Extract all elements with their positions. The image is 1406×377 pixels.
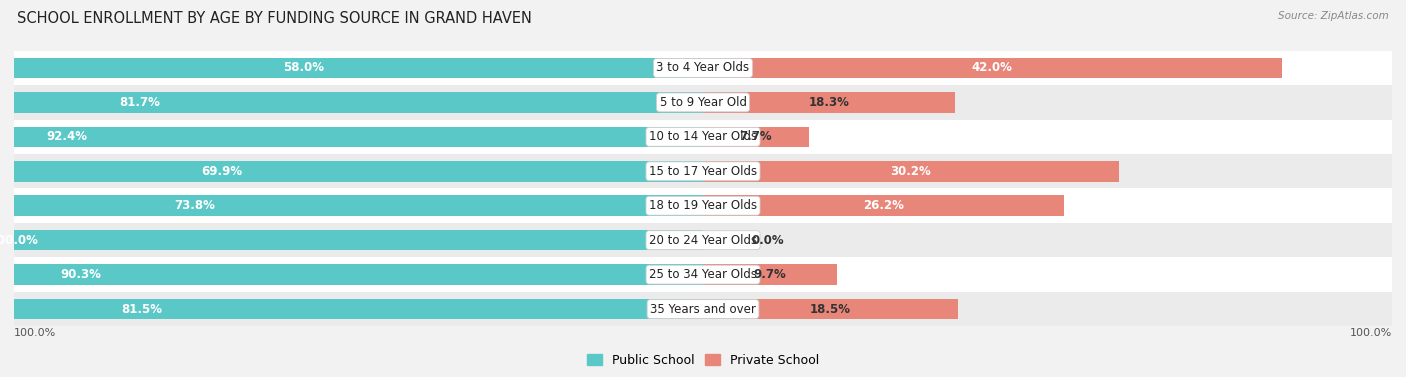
Text: 90.3%: 90.3% — [60, 268, 101, 281]
Bar — [0, 195, 703, 216]
Bar — [703, 92, 955, 113]
Bar — [0, 230, 703, 250]
Text: 18 to 19 Year Olds: 18 to 19 Year Olds — [650, 199, 756, 212]
Bar — [14, 292, 1392, 326]
Text: 35 Years and over: 35 Years and over — [650, 303, 756, 316]
Bar — [14, 188, 1392, 223]
Text: 7.7%: 7.7% — [740, 130, 772, 143]
Text: 73.8%: 73.8% — [174, 199, 215, 212]
Text: 58.0%: 58.0% — [283, 61, 323, 74]
Bar — [0, 264, 703, 285]
Bar — [0, 127, 703, 147]
Text: 42.0%: 42.0% — [972, 61, 1012, 74]
Legend: Public School, Private School: Public School, Private School — [582, 349, 824, 372]
Text: 15 to 17 Year Olds: 15 to 17 Year Olds — [650, 165, 756, 178]
Text: 92.4%: 92.4% — [46, 130, 87, 143]
Bar — [703, 264, 837, 285]
Bar — [0, 58, 703, 78]
Text: 20 to 24 Year Olds: 20 to 24 Year Olds — [650, 234, 756, 247]
Bar — [14, 120, 1392, 154]
Text: 9.7%: 9.7% — [754, 268, 786, 281]
Bar — [14, 257, 1392, 292]
Bar — [14, 51, 1392, 85]
Text: 100.0%: 100.0% — [1350, 328, 1392, 338]
Bar — [14, 154, 1392, 188]
Bar — [703, 161, 1119, 182]
Text: 10 to 14 Year Olds: 10 to 14 Year Olds — [650, 130, 756, 143]
Text: 25 to 34 Year Olds: 25 to 34 Year Olds — [650, 268, 756, 281]
Text: 5 to 9 Year Old: 5 to 9 Year Old — [659, 96, 747, 109]
Text: 30.2%: 30.2% — [890, 165, 931, 178]
Bar — [14, 223, 1392, 257]
Bar — [703, 127, 808, 147]
Text: 26.2%: 26.2% — [863, 199, 904, 212]
Text: 0.0%: 0.0% — [751, 234, 785, 247]
Text: 100.0%: 100.0% — [14, 328, 56, 338]
Text: 100.0%: 100.0% — [0, 234, 38, 247]
Text: Source: ZipAtlas.com: Source: ZipAtlas.com — [1278, 11, 1389, 21]
Text: 81.5%: 81.5% — [121, 303, 162, 316]
Bar — [14, 85, 1392, 120]
Text: 3 to 4 Year Olds: 3 to 4 Year Olds — [657, 61, 749, 74]
Text: SCHOOL ENROLLMENT BY AGE BY FUNDING SOURCE IN GRAND HAVEN: SCHOOL ENROLLMENT BY AGE BY FUNDING SOUR… — [17, 11, 531, 26]
Bar — [703, 299, 957, 319]
Text: 69.9%: 69.9% — [201, 165, 242, 178]
Bar — [0, 299, 703, 319]
Bar — [703, 58, 1282, 78]
Text: 18.5%: 18.5% — [810, 303, 851, 316]
Text: 18.3%: 18.3% — [808, 96, 849, 109]
Bar — [703, 195, 1064, 216]
Bar — [0, 92, 703, 113]
Text: 81.7%: 81.7% — [120, 96, 160, 109]
Bar — [0, 161, 703, 182]
